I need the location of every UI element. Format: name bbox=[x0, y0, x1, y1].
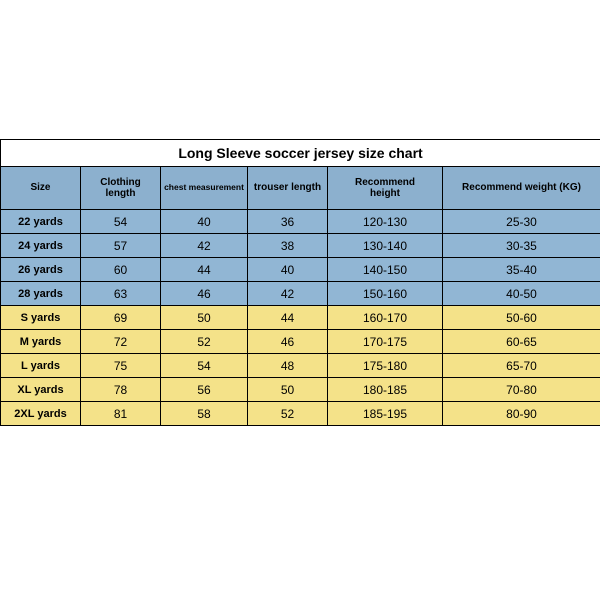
size-cell: 26 yards bbox=[1, 258, 81, 282]
value-cell: 170-175 bbox=[328, 330, 443, 354]
value-cell: 35-40 bbox=[443, 258, 600, 282]
value-cell: 150-160 bbox=[328, 282, 443, 306]
title-row: Long Sleeve soccer jersey size chart bbox=[1, 140, 600, 167]
table-row: 2XL yards815852185-19580-90 bbox=[1, 402, 600, 426]
value-cell: 50 bbox=[161, 306, 248, 330]
table-row: 22 yards544036120-13025-30 bbox=[1, 210, 600, 234]
value-cell: 50-60 bbox=[443, 306, 600, 330]
value-cell: 180-185 bbox=[328, 378, 443, 402]
value-cell: 46 bbox=[248, 330, 328, 354]
column-header: Recommendheight bbox=[328, 167, 443, 210]
size-cell: 2XL yards bbox=[1, 402, 81, 426]
value-cell: 81 bbox=[81, 402, 161, 426]
value-cell: 60 bbox=[81, 258, 161, 282]
value-cell: 140-150 bbox=[328, 258, 443, 282]
value-cell: 44 bbox=[248, 306, 328, 330]
size-cell: L yards bbox=[1, 354, 81, 378]
column-header: Recommend weight (KG) bbox=[443, 167, 600, 210]
value-cell: 40 bbox=[248, 258, 328, 282]
table-row: L yards755448175-18065-70 bbox=[1, 354, 600, 378]
value-cell: 42 bbox=[161, 234, 248, 258]
chart-title: Long Sleeve soccer jersey size chart bbox=[1, 140, 600, 167]
value-cell: 78 bbox=[81, 378, 161, 402]
value-cell: 48 bbox=[248, 354, 328, 378]
size-cell: 22 yards bbox=[1, 210, 81, 234]
value-cell: 38 bbox=[248, 234, 328, 258]
table-row: 24 yards574238130-14030-35 bbox=[1, 234, 600, 258]
size-cell: XL yards bbox=[1, 378, 81, 402]
value-cell: 80-90 bbox=[443, 402, 600, 426]
value-cell: 52 bbox=[161, 330, 248, 354]
size-chart-table: Long Sleeve soccer jersey size chart Siz… bbox=[0, 139, 600, 426]
value-cell: 50 bbox=[248, 378, 328, 402]
size-chart-container: Long Sleeve soccer jersey size chart Siz… bbox=[0, 139, 600, 426]
value-cell: 57 bbox=[81, 234, 161, 258]
canvas: Long Sleeve soccer jersey size chart Siz… bbox=[0, 0, 600, 600]
value-cell: 65-70 bbox=[443, 354, 600, 378]
value-cell: 75 bbox=[81, 354, 161, 378]
value-cell: 160-170 bbox=[328, 306, 443, 330]
value-cell: 58 bbox=[161, 402, 248, 426]
column-header: chest measurement bbox=[161, 167, 248, 210]
value-cell: 130-140 bbox=[328, 234, 443, 258]
size-cell: S yards bbox=[1, 306, 81, 330]
table-row: M yards725246170-17560-65 bbox=[1, 330, 600, 354]
value-cell: 72 bbox=[81, 330, 161, 354]
size-cell: 28 yards bbox=[1, 282, 81, 306]
value-cell: 36 bbox=[248, 210, 328, 234]
value-cell: 46 bbox=[161, 282, 248, 306]
table-row: 26 yards604440140-15035-40 bbox=[1, 258, 600, 282]
value-cell: 54 bbox=[161, 354, 248, 378]
value-cell: 60-65 bbox=[443, 330, 600, 354]
table-row: 28 yards634642150-16040-50 bbox=[1, 282, 600, 306]
header-row: SizeClothinglengthchest measurementtrous… bbox=[1, 167, 600, 210]
value-cell: 185-195 bbox=[328, 402, 443, 426]
value-cell: 56 bbox=[161, 378, 248, 402]
column-header: trouser length bbox=[248, 167, 328, 210]
value-cell: 44 bbox=[161, 258, 248, 282]
value-cell: 40 bbox=[161, 210, 248, 234]
value-cell: 175-180 bbox=[328, 354, 443, 378]
table-row: XL yards785650180-18570-80 bbox=[1, 378, 600, 402]
value-cell: 63 bbox=[81, 282, 161, 306]
table-row: S yards695044160-17050-60 bbox=[1, 306, 600, 330]
table-body: 22 yards544036120-13025-3024 yards574238… bbox=[1, 210, 600, 426]
value-cell: 30-35 bbox=[443, 234, 600, 258]
size-cell: 24 yards bbox=[1, 234, 81, 258]
value-cell: 70-80 bbox=[443, 378, 600, 402]
size-cell: M yards bbox=[1, 330, 81, 354]
value-cell: 54 bbox=[81, 210, 161, 234]
value-cell: 52 bbox=[248, 402, 328, 426]
column-header: Size bbox=[1, 167, 81, 210]
value-cell: 40-50 bbox=[443, 282, 600, 306]
value-cell: 120-130 bbox=[328, 210, 443, 234]
value-cell: 25-30 bbox=[443, 210, 600, 234]
value-cell: 69 bbox=[81, 306, 161, 330]
value-cell: 42 bbox=[248, 282, 328, 306]
column-header: Clothinglength bbox=[81, 167, 161, 210]
